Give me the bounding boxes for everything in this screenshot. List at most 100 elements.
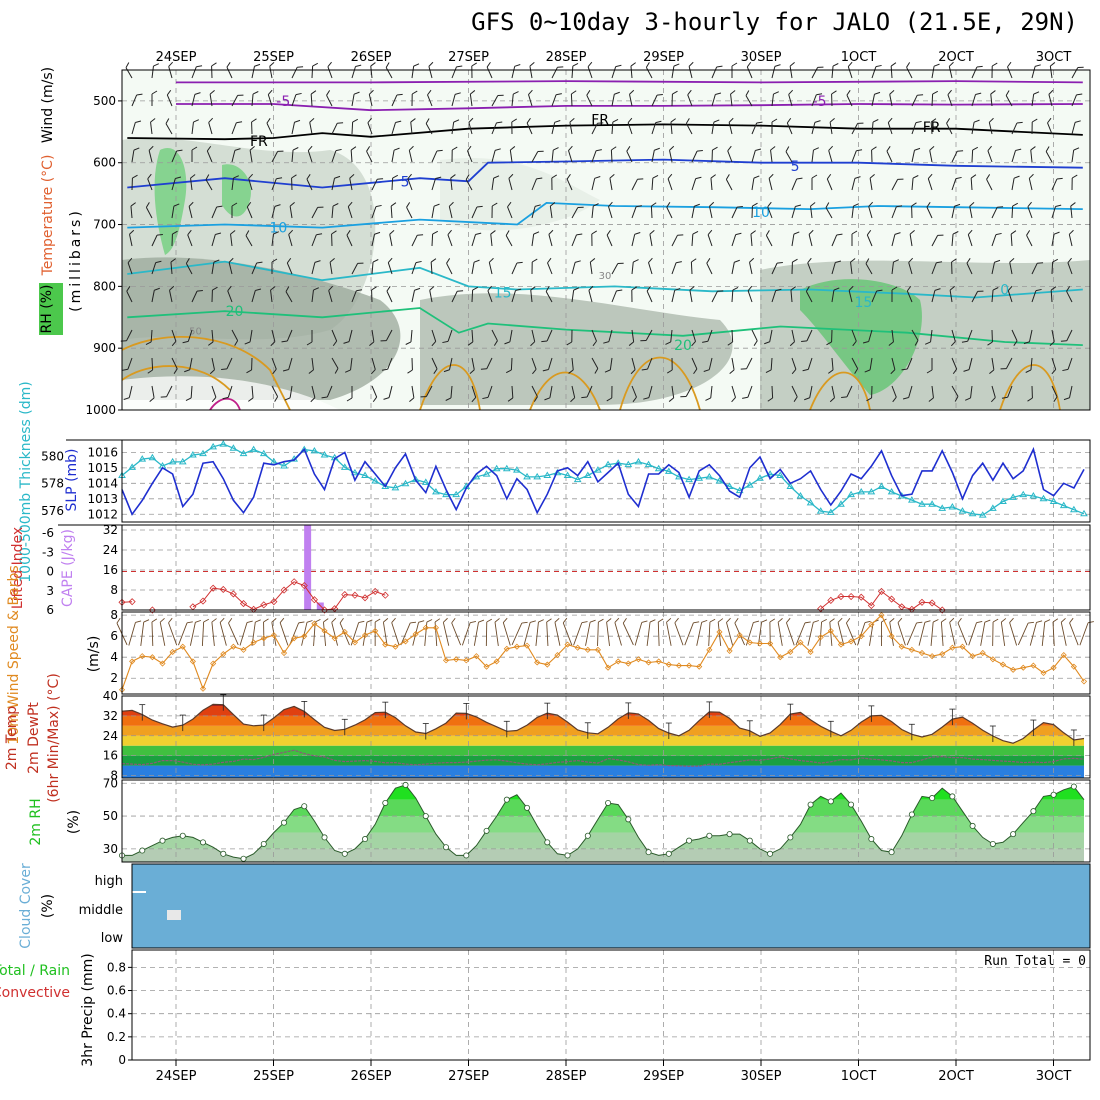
wind-barb (931, 63, 940, 79)
thickness-tick-label: 580 (41, 449, 64, 463)
wind-barb (209, 357, 215, 375)
wind-barb-flag (593, 203, 599, 207)
thickness-point (563, 471, 572, 479)
thickness-point (189, 451, 197, 458)
wind-barb-shaft (549, 206, 553, 219)
wind-barb-flag (352, 118, 359, 123)
wind-barb (991, 62, 998, 79)
wind-barb (640, 329, 653, 342)
wind10m-barb-flag (391, 617, 396, 623)
wind-barb-flag (332, 340, 338, 347)
wind-barb-flag (1009, 257, 1015, 263)
wind10m-point (473, 653, 480, 660)
wind-barb-flag (185, 397, 192, 402)
wind-barb-shaft (731, 329, 734, 343)
thickness-point (1029, 492, 1038, 499)
wind-barb (191, 146, 198, 162)
wind-barb-flag (802, 368, 809, 372)
thickness-point (340, 463, 349, 470)
wind10m-point (129, 658, 136, 665)
wind-barb-flag (286, 257, 292, 264)
wind10m-barb (461, 621, 476, 646)
wind10m-barb-shaft (1060, 622, 1067, 646)
wind-barb-flag (554, 120, 561, 123)
wind10m-point (240, 646, 247, 653)
wind10m-barb (968, 621, 983, 646)
rh-point (422, 813, 429, 820)
wind-barb-shaft (890, 65, 893, 79)
wind10m-point (483, 663, 490, 670)
wind10m-point (797, 639, 804, 646)
wind10m-barb-shaft (597, 621, 599, 647)
wind-barb (591, 203, 599, 219)
wind-barb-flag (414, 287, 421, 291)
wind-barb-flag (695, 176, 702, 180)
wind-barb-flag (961, 340, 968, 343)
wind-barb-flag (771, 118, 778, 123)
contour-label: 20 (226, 304, 244, 320)
wind-barb (746, 61, 753, 79)
wind-barb-shaft (245, 235, 253, 247)
wind-barb-flag (648, 257, 653, 263)
wind-barb (906, 62, 913, 79)
wind-barb-shaft (707, 329, 713, 342)
wind10m-barb-shaft (949, 622, 956, 646)
cape-tick-label: 32 (103, 523, 118, 537)
wind-barb-shaft (1071, 122, 1076, 135)
wind10m-barb-flag (786, 617, 791, 623)
wind-barb-flag (570, 397, 576, 403)
wind-barb-flag (306, 174, 311, 180)
wind10m-point (372, 627, 379, 634)
wind-barb (587, 61, 593, 79)
thickness-point (128, 463, 137, 470)
wind-barb-flag (792, 258, 798, 263)
wind-barb-flag (513, 91, 519, 95)
wind-barb-flag (372, 396, 378, 403)
wind10m-barb-shaft (666, 622, 672, 646)
wind10m-barb-flag (159, 617, 165, 623)
wind10m-barb-flag (418, 620, 425, 623)
wind-barb-shaft (1007, 290, 1013, 303)
wind-barb (831, 233, 843, 247)
wind-barb-shaft (586, 385, 593, 398)
wind-barb-shaft (129, 234, 133, 247)
rh-tick-label: 50 (103, 809, 118, 823)
wind-barb-shaft (251, 94, 254, 107)
wind-barb (231, 175, 239, 191)
warm-contour (809, 371, 871, 411)
wind-barb-shaft (1051, 261, 1054, 275)
wind-barb-shaft (408, 150, 413, 163)
wind-barb-shaft (768, 178, 773, 191)
wind-barb (969, 201, 975, 219)
cloud-level-label: high (95, 874, 123, 889)
wind-barb-flag (703, 369, 710, 372)
thickness-point (492, 464, 501, 472)
wind-barb-flag (1052, 258, 1059, 263)
thickness-point (948, 502, 957, 510)
wind-barb-flag (693, 368, 698, 375)
wind-barb (911, 94, 924, 107)
wind-barb-flag (697, 150, 703, 152)
contour-label: 10 (269, 221, 287, 237)
wind10m-barb (451, 617, 462, 646)
wind-barb-flag (914, 340, 919, 346)
wind10m-barb-shaft (1029, 622, 1037, 646)
wind-barb-shaft (826, 178, 833, 191)
wind-barb-shaft (371, 262, 374, 275)
rh-tick-label: 70 (103, 776, 118, 790)
wind10m-barb (168, 617, 178, 646)
wind-barb-flag (633, 259, 639, 263)
wind10m-point (544, 661, 551, 668)
date-label-top: 24SEP (156, 50, 197, 65)
wind-barb-flag (544, 397, 551, 401)
wind-barb-flag (604, 369, 611, 373)
wind-barb-flag (1013, 175, 1020, 179)
wind-barb-flag (889, 89, 895, 95)
rh-point (139, 847, 146, 854)
wind-barb (448, 201, 454, 219)
wind-barb (891, 385, 897, 403)
wind-barb-flag (862, 341, 869, 344)
wind10m-point (584, 646, 591, 653)
wind-barb-flag (1051, 369, 1057, 375)
wind-barb (911, 147, 921, 163)
